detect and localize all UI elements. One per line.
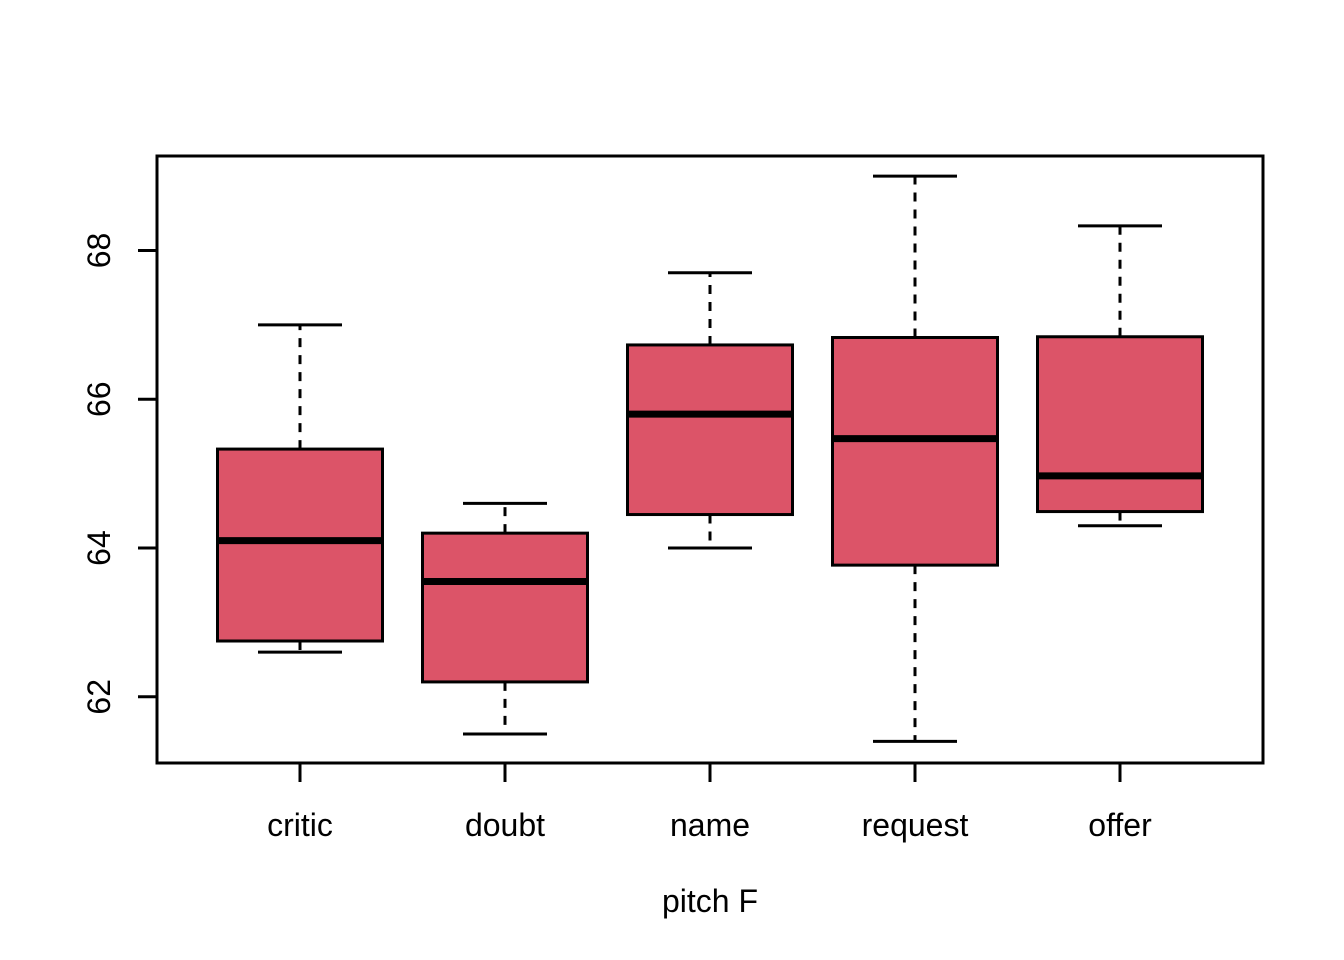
boxplot-critic xyxy=(216,323,384,654)
y-axis-tick-label: 62 xyxy=(81,679,117,715)
boxes-layer xyxy=(216,174,1204,743)
x-axis-category-label: critic xyxy=(267,807,333,843)
boxplot-name xyxy=(626,271,794,550)
x-axis-title: pitch F xyxy=(662,883,758,919)
axes-layer: 62 64 66 68 critic doubt name request offer xyxy=(81,154,1265,843)
y-axis-tick-label: 64 xyxy=(81,530,117,566)
boxplot-offer xyxy=(1036,224,1204,528)
box-rect xyxy=(626,343,794,517)
boxplot-request xyxy=(831,174,999,743)
box-rect xyxy=(1036,335,1204,514)
y-axis-tick-label: 66 xyxy=(81,381,117,417)
box-rect xyxy=(216,447,384,643)
x-axis-category-label: offer xyxy=(1088,807,1152,843)
box-rect xyxy=(831,336,999,567)
x-axis-category-label: doubt xyxy=(465,807,545,843)
y-axis-tick-label: 68 xyxy=(81,233,117,269)
box-rect xyxy=(421,531,589,684)
boxplot-doubt xyxy=(421,501,589,736)
x-axis-category-label: name xyxy=(670,807,750,843)
x-axis-category-label: request xyxy=(862,807,969,843)
